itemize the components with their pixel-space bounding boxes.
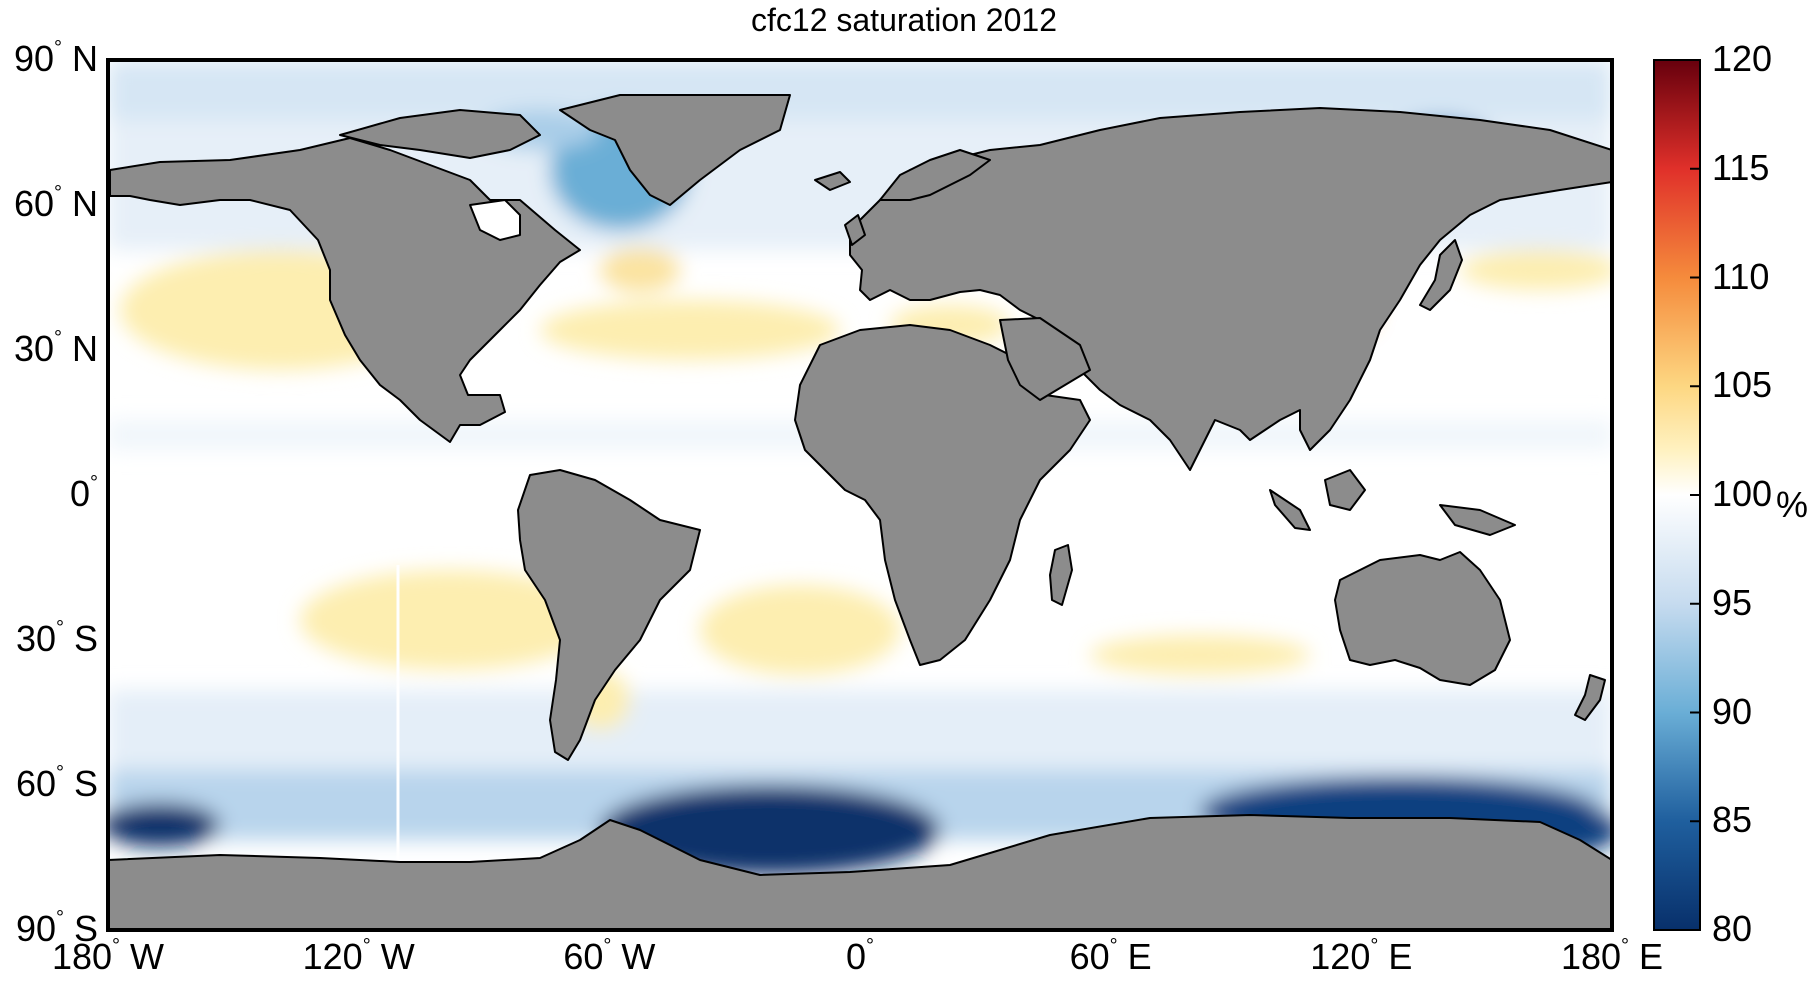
lat-label-90S: 90° S (15, 907, 98, 949)
lon-label-180W: 180° W (51, 935, 165, 977)
n-atlantic-high (540, 300, 840, 360)
land-arctic-islands (339, 109, 541, 159)
map-title: cfc12 saturation 2012 (751, 2, 1057, 38)
land-iceland (814, 171, 851, 191)
land-madagascar (1049, 544, 1073, 606)
lon-label-180E: 180° E (1560, 935, 1664, 977)
colorbar-tick-95: 95 (1712, 581, 1753, 623)
map-frame (106, 58, 1614, 932)
lat-label-60N: 60° N (13, 182, 98, 224)
colorbar-tick-85: 85 (1712, 799, 1753, 841)
hudson-bay (469, 199, 521, 241)
s-atlantic-high (700, 585, 900, 675)
lon-label-60W: 60° W (563, 935, 656, 977)
land-japan (1419, 239, 1463, 311)
lat-label-30S: 30° S (15, 617, 98, 659)
lon-label-120E: 120° E (1310, 935, 1413, 977)
map-area (108, 60, 1612, 930)
s-indian-high (1090, 635, 1310, 675)
lat-label-0: 0° (69, 472, 98, 514)
colorbar-tick-90: 90 (1712, 690, 1753, 732)
lon-label-120W: 120° W (302, 935, 415, 977)
colorbar-unit: % (1776, 484, 1808, 525)
land-antarctica (108, 814, 1612, 930)
lat-label-90N: 90° N (13, 37, 98, 79)
colorbar-tick-115: 115 (1712, 146, 1770, 188)
lat-label-30N: 30° N (13, 327, 98, 369)
colorbar-tick-80: 80 (1712, 908, 1753, 949)
gulf-stream-high (600, 248, 680, 292)
land-uk (844, 214, 866, 246)
land-south-america (517, 469, 701, 761)
land-north-america (109, 137, 581, 443)
land-sumatra (1269, 489, 1311, 531)
land-greenland (559, 94, 791, 206)
land-masses (108, 94, 1612, 930)
land-scandinavia (879, 149, 991, 201)
land-eurasia (849, 107, 1612, 471)
s-pacific-high (300, 570, 600, 670)
colorbar-tick-120: 120 (1712, 38, 1773, 79)
colorbar-tick-110: 110 (1712, 255, 1770, 297)
lat-label-60S: 60° S (15, 762, 98, 804)
land-borneo (1324, 469, 1366, 511)
nw-pacific-high (1460, 250, 1612, 290)
colorbar-tick-105: 105 (1712, 364, 1773, 406)
land-new-zealand (1574, 674, 1606, 721)
land-new-guinea (1439, 504, 1516, 536)
lon-label-0: 0° (845, 935, 875, 977)
land-africa (794, 324, 1091, 666)
land-australia (1334, 551, 1511, 686)
colorbar (1653, 59, 1701, 931)
colorbar-tick-100: 100 (1712, 473, 1773, 514)
ross-sea-low (108, 803, 220, 847)
land-arabia (999, 317, 1091, 401)
lon-label-60E: 60° E (1069, 935, 1152, 977)
